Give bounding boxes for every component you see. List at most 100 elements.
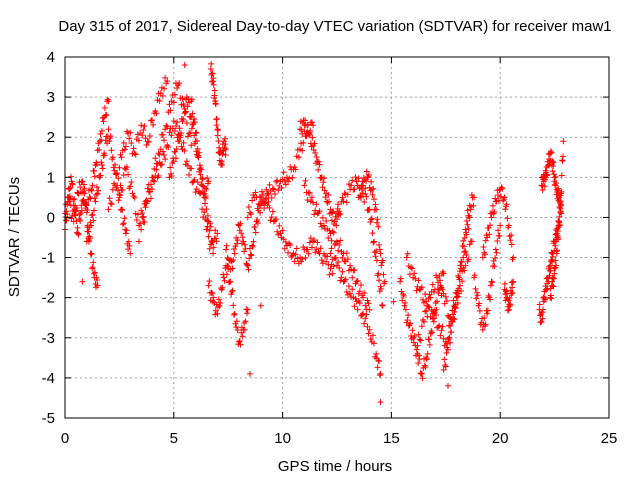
data-point-marker — [192, 130, 199, 137]
data-point-marker — [378, 285, 385, 292]
data-point-marker — [188, 125, 195, 132]
data-point-marker — [171, 91, 178, 98]
data-point-marker — [409, 265, 416, 272]
data-point-marker — [370, 340, 377, 347]
data-point-marker — [150, 121, 157, 128]
data-point-marker — [458, 259, 465, 266]
data-point-marker — [335, 247, 342, 254]
data-point-marker — [492, 246, 499, 253]
data-point-marker — [91, 173, 98, 180]
data-point-marker — [244, 214, 251, 221]
data-point-marker — [509, 289, 516, 296]
data-point-marker — [370, 239, 377, 246]
data-point-marker — [281, 245, 288, 252]
data-point-marker — [71, 211, 78, 218]
data-point-marker — [404, 317, 411, 324]
data-point-marker — [326, 198, 333, 205]
data-point-marker — [219, 284, 226, 291]
data-point-marker — [302, 254, 309, 261]
data-point-marker — [487, 282, 494, 289]
data-point-marker — [119, 207, 126, 214]
data-point-marker — [423, 298, 430, 305]
data-point-marker — [509, 284, 516, 291]
data-point-marker — [310, 147, 317, 154]
data-point-marker — [315, 166, 322, 173]
data-point-marker — [311, 211, 318, 218]
data-point-marker — [304, 246, 311, 253]
data-point-marker — [286, 240, 293, 247]
data-point-marker — [241, 326, 248, 333]
data-point-marker — [67, 202, 74, 209]
data-point-marker — [330, 263, 337, 270]
data-point-marker — [304, 197, 311, 204]
data-point-marker — [203, 186, 210, 193]
data-point-marker — [352, 295, 359, 302]
data-point-marker — [214, 310, 221, 317]
data-point-marker — [69, 207, 76, 214]
data-point-marker — [397, 278, 404, 285]
data-point-marker — [299, 130, 306, 137]
data-point-marker — [492, 255, 499, 262]
data-point-marker — [120, 221, 127, 228]
data-point-marker — [100, 118, 107, 125]
data-point-marker — [263, 186, 270, 193]
data-point-marker — [545, 162, 552, 169]
data-point-marker — [421, 362, 428, 369]
data-point-marker — [131, 194, 138, 201]
data-point-marker — [91, 167, 98, 174]
data-point-marker — [292, 251, 299, 258]
data-point-marker — [107, 133, 114, 140]
data-point-marker — [204, 212, 211, 219]
grid-lines — [65, 57, 609, 418]
data-point-marker — [460, 254, 467, 261]
data-point-marker — [549, 282, 556, 289]
data-point-marker — [510, 254, 517, 261]
data-point-marker — [83, 202, 90, 209]
data-point-marker — [89, 211, 96, 218]
data-point-marker — [210, 294, 217, 301]
data-point-marker — [465, 225, 472, 232]
data-point-marker — [447, 339, 454, 346]
data-point-marker — [308, 244, 315, 251]
data-point-marker — [365, 171, 372, 178]
data-point-marker — [305, 250, 312, 257]
data-point-marker — [223, 271, 230, 278]
data-point-marker — [135, 137, 142, 144]
data-point-marker — [94, 282, 101, 289]
data-point-marker — [196, 162, 203, 169]
data-point-marker — [506, 295, 513, 302]
data-point-marker — [402, 299, 409, 306]
y-tick-label: -2 — [42, 290, 55, 307]
data-point-marker — [369, 332, 376, 339]
data-point-marker — [316, 208, 323, 215]
data-point-marker — [412, 275, 419, 282]
data-point-marker — [84, 206, 91, 213]
data-point-marker — [467, 206, 474, 213]
data-point-marker — [140, 213, 147, 220]
data-point-marker — [373, 219, 380, 226]
data-point-marker — [557, 205, 564, 212]
data-point-marker — [242, 318, 249, 325]
data-point-marker — [144, 198, 151, 205]
data-point-marker — [465, 256, 472, 263]
data-point-marker — [246, 370, 253, 377]
data-point-marker — [357, 282, 364, 289]
y-tick-label: 3 — [47, 89, 55, 106]
data-point-marker — [473, 295, 480, 302]
x-axis-label: GPS time / hours — [278, 458, 392, 475]
data-point-marker — [316, 161, 323, 168]
data-point-marker — [67, 173, 74, 180]
data-point-marker — [491, 209, 498, 216]
data-point-marker — [231, 250, 238, 257]
data-point-marker — [149, 117, 156, 124]
data-point-marker — [195, 152, 202, 159]
data-point-marker — [179, 95, 186, 102]
y-tick-label: 4 — [47, 49, 55, 66]
data-point-marker — [555, 185, 562, 192]
data-point-marker — [105, 98, 112, 105]
data-point-marker — [313, 154, 320, 161]
data-point-marker — [398, 288, 405, 295]
data-point-marker — [66, 186, 73, 193]
data-point-marker — [376, 241, 383, 248]
data-point-marker — [403, 254, 410, 261]
